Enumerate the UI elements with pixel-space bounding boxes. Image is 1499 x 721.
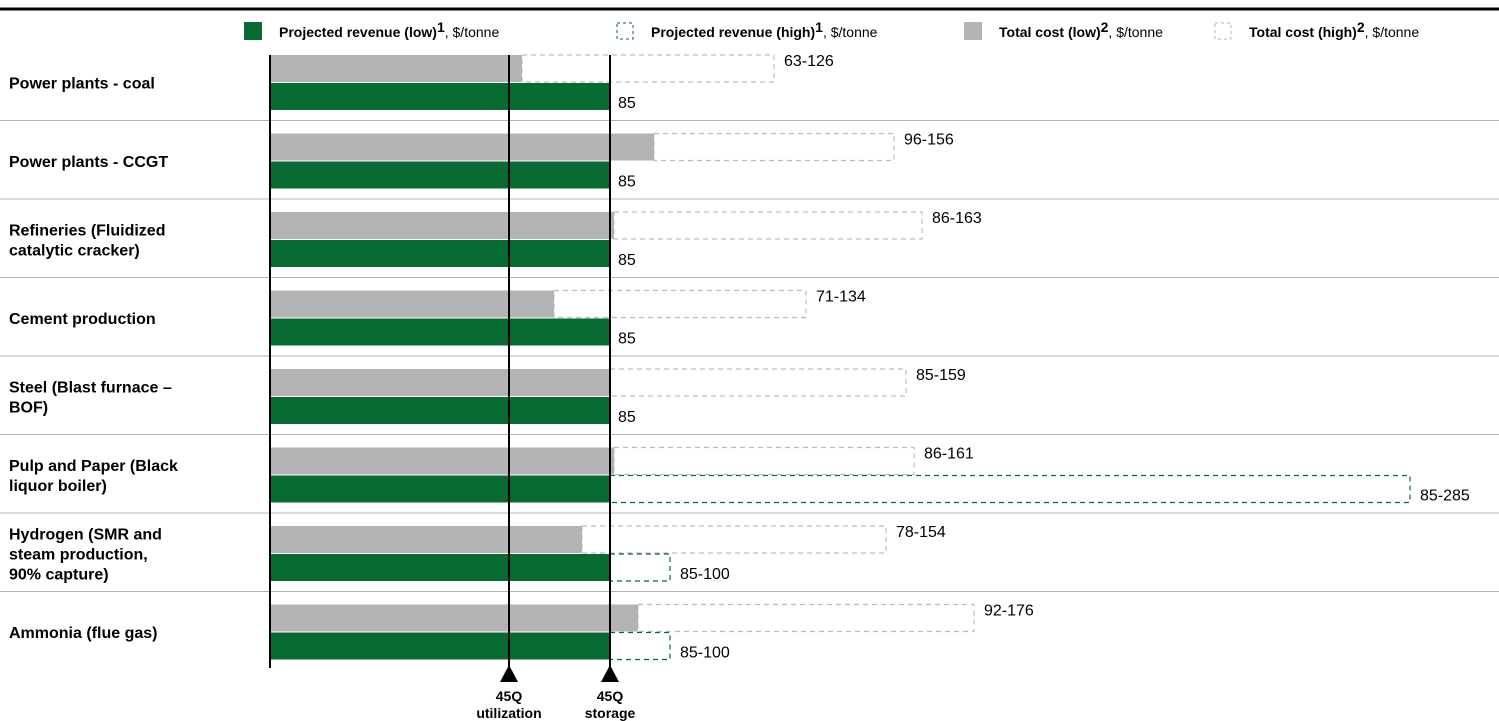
reference-marker <box>601 665 619 682</box>
cost-high-bar <box>637 603 975 633</box>
revenue-high-bar <box>609 553 671 582</box>
revenue-label: 85 <box>618 95 636 112</box>
cost-low-bar <box>270 447 614 475</box>
category-label: Power plants - CCGT <box>9 154 168 171</box>
cost-range-label: 86-163 <box>932 210 982 227</box>
cost-high-bar <box>613 211 923 240</box>
revenue-high-bar <box>609 474 1411 504</box>
legend-swatch-0 <box>244 22 262 40</box>
revenue-label: 85 <box>618 174 636 191</box>
cost-high-bar <box>609 368 907 397</box>
legend-entry-2: Total cost (low)2, $/tonne <box>999 19 1163 40</box>
legend-unit: , $/tonne <box>1108 24 1163 40</box>
cost-range-label: 96-156 <box>904 132 954 149</box>
revenue-low-bar <box>270 475 610 503</box>
cost-range-label: 85-159 <box>916 367 966 384</box>
legend-unit: , $/tonne <box>1365 24 1420 40</box>
revenue-low-bar <box>270 161 610 189</box>
reference-label: storage <box>585 705 636 721</box>
revenue-label: 85-100 <box>680 645 730 662</box>
category-label: steam production, <box>9 546 148 563</box>
revenue-label: 85 <box>618 252 636 269</box>
legend-footnote: 1 <box>815 19 823 35</box>
category-label: Steel (Blast furnace – <box>9 379 172 396</box>
legend-unit: , $/tonne <box>445 24 500 40</box>
legend-footnote: 2 <box>1101 19 1109 35</box>
cost-high-bar <box>581 525 887 554</box>
legend-unit: , $/tonne <box>823 24 878 40</box>
revenue-high-bar <box>609 631 671 661</box>
legend-footnote: 2 <box>1357 19 1365 35</box>
category-label: 90% capture) <box>9 566 109 583</box>
cost-low-bar <box>270 526 582 553</box>
category-label: Pulp and Paper (Black <box>9 458 178 475</box>
legend-name: Projected revenue (low) <box>279 24 437 40</box>
cost-low-bar <box>270 133 654 161</box>
revenue-low-bar <box>270 554 610 581</box>
legend-swatch-2 <box>964 22 982 40</box>
cost-low-bar <box>270 290 554 318</box>
category-label: Ammonia (flue gas) <box>9 625 157 642</box>
cost-high-bar <box>521 54 775 83</box>
category-label: Cement production <box>9 311 156 328</box>
legend-swatch-3 <box>1214 22 1232 40</box>
revenue-low-bar <box>270 318 610 346</box>
legend-entry-1: Projected revenue (high)1, $/tonne <box>651 19 878 40</box>
category-label: Refineries (Fluidized <box>9 222 165 239</box>
cost-range-label: 92-176 <box>984 603 1034 620</box>
reference-label: 45Q <box>496 688 523 704</box>
cost-low-bar <box>270 369 610 396</box>
revenue-label: 85 <box>618 331 636 348</box>
revenue-low-bar <box>270 83 610 110</box>
revenue-low-bar <box>270 240 610 267</box>
revenue-label: 85-285 <box>1420 488 1470 505</box>
cost-high-bar <box>613 446 915 476</box>
reference-label: utilization <box>476 705 541 721</box>
legend-name: Total cost (low) <box>999 24 1101 40</box>
cost-range-label: 63-126 <box>784 53 834 70</box>
cost-high-bar <box>553 289 807 319</box>
cost-range-label: 78-154 <box>896 524 946 541</box>
revenue-low-bar <box>270 632 610 660</box>
category-label: catalytic cracker) <box>9 242 140 259</box>
legend-swatch-1 <box>616 22 634 40</box>
legend-entry-0: Projected revenue (low)1, $/tonne <box>279 19 499 40</box>
category-label: BOF) <box>9 399 48 416</box>
category-label: Power plants - coal <box>9 75 155 92</box>
cost-low-bar <box>270 604 638 632</box>
legend-name: Total cost (high) <box>1249 24 1357 40</box>
revenue-label: 85 <box>618 409 636 426</box>
cost-low-bar <box>270 55 522 82</box>
revenue-label: 85-100 <box>680 566 730 583</box>
reference-marker <box>500 665 518 682</box>
cost-low-bar <box>270 212 614 239</box>
category-label: liquor boiler) <box>9 478 107 495</box>
revenue-low-bar <box>270 397 610 424</box>
cost-range-label: 71-134 <box>816 289 866 306</box>
reference-label: 45Q <box>597 688 624 704</box>
legend-footnote: 1 <box>437 19 445 35</box>
category-label: Hydrogen (SMR and <box>9 526 162 543</box>
legend-entry-3: Total cost (high)2, $/tonne <box>1249 19 1419 40</box>
legend-name: Projected revenue (high) <box>651 24 815 40</box>
cost-high-bar <box>653 132 895 162</box>
cost-range-label: 86-161 <box>924 446 974 463</box>
